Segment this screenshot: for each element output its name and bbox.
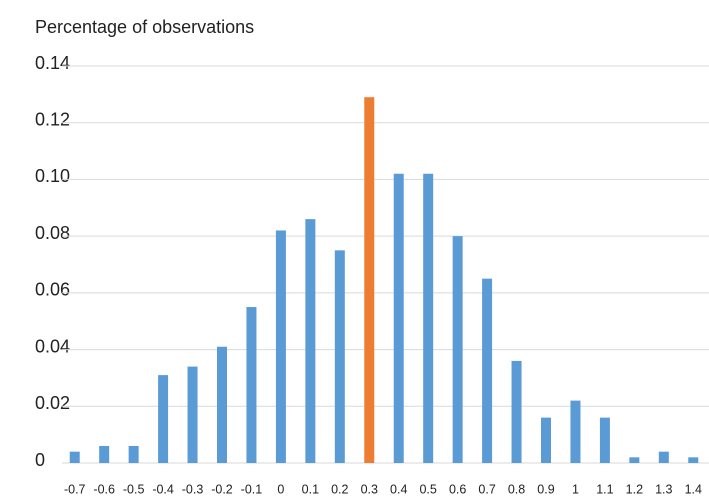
x-tick-label: 0.6 [449,482,466,496]
x-tick-label: 1 [572,482,579,496]
y-tick-label: 0.02 [35,393,70,413]
bar [599,417,610,463]
bar [69,451,80,463]
x-tick-label: -0.4 [152,482,174,496]
x-tick-label: 0.2 [331,482,348,496]
y-tick-label: 0.14 [35,53,70,73]
bar [688,457,699,463]
bar [158,375,169,463]
x-tick-label: -0.6 [93,482,115,496]
bar [570,400,581,463]
bar [629,457,640,463]
x-tick-label: -0.1 [241,482,263,496]
bar [658,451,669,463]
x-tick-label: 1.3 [655,482,672,496]
x-tick-label: -0.7 [64,482,86,496]
bar [482,278,493,463]
bar [305,219,316,463]
x-tick-label: 0.4 [390,482,407,496]
bar [393,173,404,463]
x-tick-label: 1.4 [685,482,702,496]
x-tick-label: 0.3 [361,482,378,496]
chart-title: Percentage of observations [35,17,254,37]
bar [217,346,227,463]
y-tick-label: 0.10 [35,166,70,186]
x-tick-label: -0.5 [123,482,145,496]
bar [364,97,375,463]
bar [452,236,463,463]
bar [187,366,198,463]
x-tick-label: 1.2 [626,482,643,496]
x-tick-label: 0.1 [302,482,319,496]
x-tick-label: 0.5 [419,482,436,496]
x-tick-label: 0.8 [508,482,525,496]
y-tick-label: 0.04 [35,336,70,356]
y-tick-label: 0.12 [35,109,70,129]
bar [99,445,110,463]
bar [246,307,257,463]
bar [541,417,551,463]
x-tick-label: 0.9 [537,482,554,496]
y-tick-label: 0.06 [35,280,70,300]
x-tick-label: -0.2 [211,482,233,496]
x-tick-label: -0.3 [182,482,204,496]
bar [423,173,434,463]
bar [334,250,345,463]
y-tick-label: 0.08 [35,223,70,243]
x-tick-label: 0.7 [478,482,495,496]
x-tick-label: 1.1 [596,482,613,496]
bar [511,360,522,463]
bar [128,445,139,463]
y-tick-label: 0 [35,450,45,470]
x-tick-label: 0 [277,482,284,496]
bar [275,230,286,463]
